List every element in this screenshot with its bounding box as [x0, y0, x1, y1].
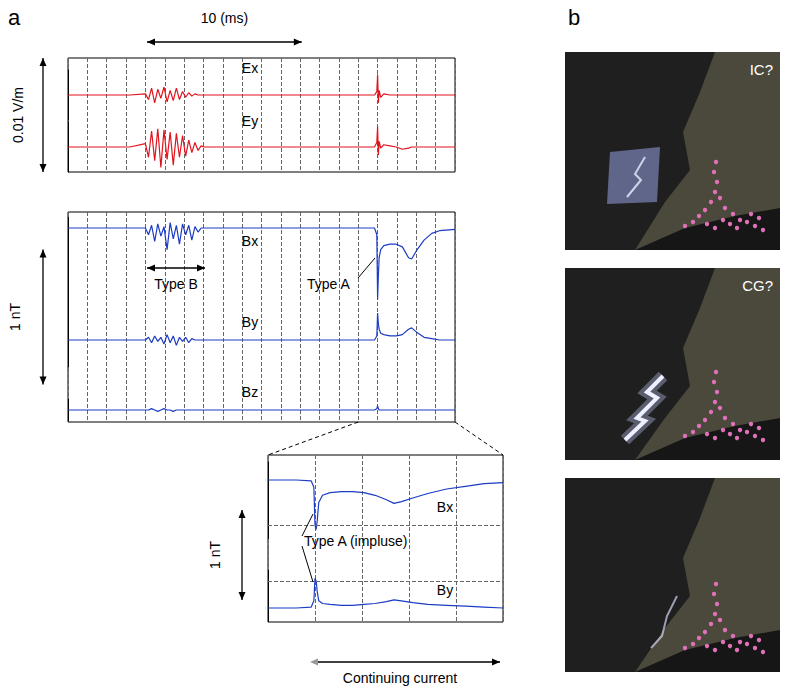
- svg-text:Ex: Ex: [242, 60, 258, 76]
- svg-text:By: By: [242, 314, 258, 330]
- svg-text:Bx: Bx: [437, 499, 453, 515]
- svg-text:CG?: CG?: [742, 277, 773, 294]
- svg-text:By: By: [437, 582, 453, 598]
- svg-text:Type A: Type A: [307, 276, 350, 292]
- svg-text:Bz: Bz: [242, 384, 258, 400]
- svg-text:Bx: Bx: [242, 233, 258, 249]
- svg-text:1 nT: 1 nT: [7, 303, 23, 331]
- svg-text:10 (ms): 10 (ms): [201, 10, 248, 26]
- svg-text:IC?: IC?: [750, 61, 773, 78]
- svg-text:Type B: Type B: [154, 276, 198, 292]
- svg-text:Continuing current: Continuing current: [343, 670, 458, 686]
- svg-text:b: b: [568, 5, 580, 30]
- svg-text:Type A (impluse): Type A (impluse): [304, 533, 408, 549]
- svg-text:0.01 V/m: 0.01 V/m: [10, 87, 26, 143]
- svg-text:1 nT: 1 nT: [207, 541, 223, 569]
- svg-text:Ey: Ey: [242, 113, 258, 129]
- svg-text:a: a: [8, 5, 21, 30]
